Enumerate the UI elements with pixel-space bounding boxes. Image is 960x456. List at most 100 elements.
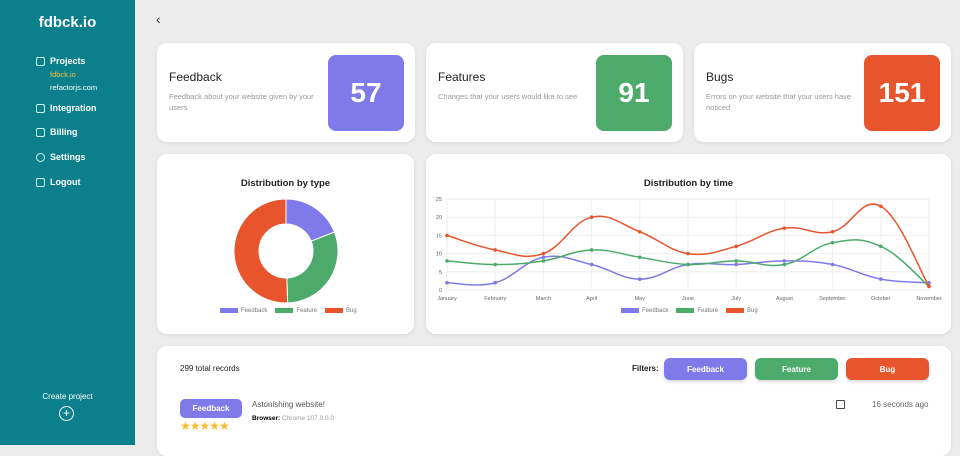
- browser-value: Chrome 107.0.0.0: [282, 415, 335, 422]
- legend-item[interactable]: Feedback: [220, 308, 267, 314]
- data-point[interactable]: [879, 204, 883, 209]
- stat-card-features[interactable]: Features Changes that your users would l…: [426, 43, 683, 142]
- filter-feature-button[interactable]: Feature: [755, 358, 838, 380]
- create-project-label[interactable]: Create project: [42, 392, 93, 401]
- donut-slice-bug[interactable]: [233, 198, 289, 304]
- integration-icon: [36, 103, 45, 113]
- data-point[interactable]: [830, 240, 835, 245]
- browser-label: Browser:: [252, 415, 281, 422]
- data-point[interactable]: [493, 248, 497, 252]
- data-point[interactable]: [541, 251, 546, 256]
- stat-desc: Changes that your users would like to se…: [438, 92, 578, 101]
- x-tick-label: May: [635, 296, 646, 302]
- legend-swatch: [220, 308, 238, 313]
- legend-label: Feature: [296, 308, 318, 315]
- back-button[interactable]: ‹: [156, 11, 161, 27]
- stat-value: 91: [596, 55, 672, 131]
- y-tick-label: 20: [436, 215, 442, 221]
- data-point[interactable]: [927, 284, 931, 289]
- data-point[interactable]: [830, 229, 835, 234]
- nav-logout[interactable]: Logout: [36, 177, 81, 187]
- desktop-icon: [836, 400, 845, 409]
- data-point[interactable]: [445, 280, 449, 285]
- x-tick-label: March: [536, 296, 551, 302]
- nav-label: Integration: [50, 103, 97, 113]
- data-point[interactable]: [541, 259, 546, 263]
- donut-slice-feature[interactable]: [286, 231, 339, 304]
- stat-desc: Feedback about your website given by you…: [169, 92, 314, 112]
- stat-title: Features: [438, 70, 486, 84]
- data-point[interactable]: [782, 262, 787, 267]
- star-rating: ★★★★★: [180, 419, 230, 433]
- filters-label: Filters:: [632, 364, 659, 373]
- project-fdbck[interactable]: fdbck.io: [50, 70, 76, 79]
- data-point[interactable]: [734, 244, 738, 249]
- total-records: 299 total records: [180, 364, 240, 373]
- legend-swatch: [275, 308, 294, 313]
- create-project-button[interactable]: +: [59, 406, 74, 421]
- legend-item[interactable]: Feature: [275, 308, 317, 314]
- data-point[interactable]: [734, 259, 738, 263]
- records-card: 299 total records Filters: Feedback Feat…: [157, 346, 951, 456]
- data-point[interactable]: [445, 233, 449, 238]
- stat-card-bugs[interactable]: Bugs Errors on your website that your us…: [694, 43, 951, 142]
- x-tick-label: July: [731, 296, 741, 302]
- data-point[interactable]: [493, 280, 497, 285]
- data-point[interactable]: [589, 215, 594, 219]
- x-tick-label: April: [586, 296, 597, 302]
- nav-integration[interactable]: Integration: [36, 103, 97, 113]
- x-tick-label: October: [871, 296, 891, 302]
- x-tick-label: June: [682, 296, 694, 302]
- legend-item[interactable]: Bug: [325, 308, 357, 314]
- data-point[interactable]: [686, 262, 690, 267]
- project-refactorjs[interactable]: refactorjs.com: [50, 83, 98, 92]
- x-tick-label: August: [776, 296, 794, 302]
- logo: fdbck.io: [38, 14, 97, 31]
- chart-icon: [36, 56, 45, 66]
- data-point[interactable]: [782, 259, 787, 263]
- filter-feedback-button[interactable]: Feedback: [664, 358, 747, 380]
- data-point[interactable]: [589, 248, 594, 252]
- data-point[interactable]: [734, 262, 738, 267]
- line-legend: Feedback Feature Bug: [621, 308, 758, 314]
- legend-label: Feedback: [642, 308, 669, 315]
- legend-item[interactable]: Feature: [676, 308, 718, 314]
- data-point[interactable]: [638, 229, 642, 234]
- data-point[interactable]: [589, 262, 594, 267]
- x-tick-label: September: [819, 296, 846, 302]
- stat-title: Bugs: [706, 70, 734, 84]
- nav-projects[interactable]: Projects: [36, 56, 86, 66]
- y-tick-label: 0: [439, 288, 442, 294]
- y-tick-label: 5: [439, 270, 442, 276]
- nav-label: Logout: [50, 177, 81, 187]
- sidebar: fdbck.io Projects fdbck.io refactorjs.co…: [0, 0, 135, 445]
- data-point[interactable]: [638, 277, 642, 281]
- data-point[interactable]: [541, 255, 546, 260]
- legend-label: Feature: [697, 308, 719, 315]
- y-tick-label: 15: [436, 233, 442, 239]
- record-type-badge: Feedback: [180, 399, 242, 418]
- donut-chart: [233, 198, 339, 304]
- nav-billing[interactable]: Billing: [36, 127, 78, 137]
- data-point[interactable]: [445, 259, 449, 263]
- stat-desc: Errors on your website that your users h…: [706, 92, 852, 112]
- data-point[interactable]: [638, 255, 642, 260]
- data-point[interactable]: [879, 244, 883, 249]
- billing-icon: [36, 127, 45, 137]
- data-point[interactable]: [686, 251, 690, 256]
- stat-card-feedback[interactable]: Feedback Feedback about your website giv…: [157, 43, 415, 142]
- data-point[interactable]: [782, 226, 787, 230]
- data-point[interactable]: [879, 277, 883, 281]
- filter-bug-button[interactable]: Bug: [846, 358, 929, 380]
- stat-value: 151: [864, 55, 940, 131]
- legend-item[interactable]: Feedback: [621, 308, 668, 314]
- data-point[interactable]: [830, 262, 835, 267]
- legend-item[interactable]: Bug: [726, 308, 758, 314]
- legend-label: Feedback: [241, 308, 268, 315]
- nav-settings[interactable]: Settings: [36, 152, 86, 162]
- y-tick-label: 25: [436, 197, 442, 203]
- x-tick-label: November: [916, 296, 942, 302]
- logout-icon: [36, 177, 45, 187]
- x-tick-label: February: [484, 296, 506, 302]
- data-point[interactable]: [493, 262, 497, 267]
